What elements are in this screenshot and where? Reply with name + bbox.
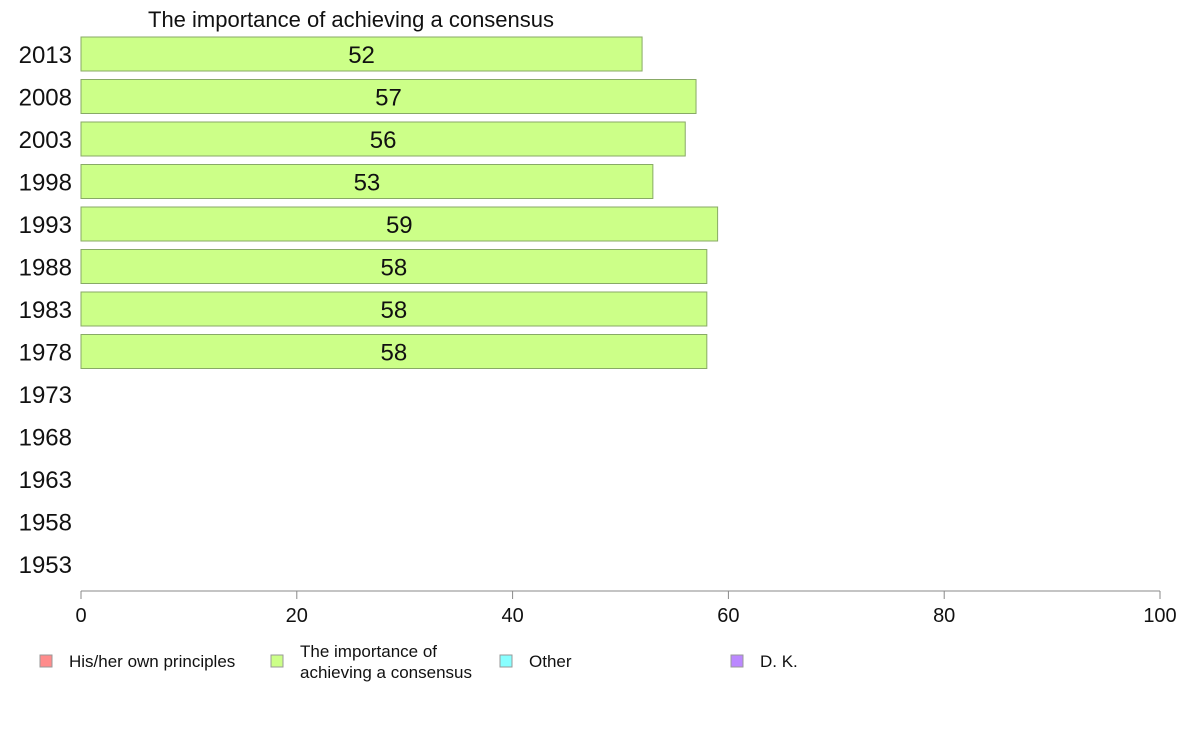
- bar-value-label-2008: 57: [375, 85, 402, 112]
- bar-2003: [80, 121, 686, 157]
- year-label-1988: 1988: [19, 255, 72, 282]
- bar-1998: [80, 164, 654, 199]
- x-axis: 0 20 40 60 80 100: [75, 590, 1177, 627]
- bar-1988: [80, 249, 708, 284]
- x-tick-label-0: 0: [75, 605, 86, 627]
- legend-label-2: Other: [529, 652, 572, 671]
- year-label-1978: 1978: [19, 340, 72, 367]
- bar-2013: [80, 36, 643, 72]
- legend-label-3: D. K.: [760, 652, 798, 671]
- year-label-1993: 1993: [19, 212, 72, 239]
- year-label-1968: 1968: [19, 425, 72, 452]
- x-tick-label-100: 100: [1143, 605, 1176, 627]
- year-label-1963: 1963: [19, 467, 72, 494]
- bar-value-label-1988: 58: [381, 255, 408, 282]
- bar-2008: [80, 79, 697, 114]
- bar-1983: [80, 291, 708, 327]
- legend-swatch-0: [39, 654, 53, 668]
- year-label-2013: 2013: [19, 42, 72, 69]
- legend-swatch-1: [270, 654, 284, 668]
- legend-label-1: The importance of: [300, 642, 437, 661]
- year-label-2008: 2008: [19, 85, 72, 112]
- bar-1978: [80, 334, 708, 369]
- legend-label-1-line2: achieving a consensus: [300, 663, 472, 682]
- legend: His/her own principles The importance of a…: [39, 642, 798, 682]
- year-label-1958: 1958: [19, 510, 72, 537]
- year-label-2003: 2003: [19, 127, 72, 154]
- bar-value-label-2003: 56: [370, 127, 397, 154]
- x-tick-label-60: 60: [717, 605, 739, 627]
- x-tick-label-40: 40: [501, 605, 523, 627]
- x-tick-label-80: 80: [933, 605, 955, 627]
- bar-value-label-1978: 58: [381, 340, 408, 367]
- x-tick-label-20: 20: [286, 605, 308, 627]
- legend-swatch-3: [730, 654, 744, 668]
- legend-swatch-2: [499, 654, 513, 668]
- bar-value-label-1998: 53: [354, 170, 381, 197]
- year-label-1998: 1998: [19, 170, 72, 197]
- legend-label-0: His/her own principles: [69, 652, 235, 671]
- bar-value-label-2013: 52: [348, 42, 375, 69]
- bar-1993: [80, 206, 719, 242]
- year-label-1953: 1953: [19, 552, 72, 579]
- year-label-1983: 1983: [19, 297, 72, 324]
- chart-title: The importance of achieving a consensus: [148, 7, 554, 32]
- year-label-1973: 1973: [19, 382, 72, 409]
- bar-value-label-1983: 58: [381, 297, 408, 324]
- year-labels-group: 2013 2008 2003 1998 1993 1988 1983 1978 1973 1968…: [19, 42, 72, 579]
- bar-value-label-1993: 59: [386, 212, 413, 239]
